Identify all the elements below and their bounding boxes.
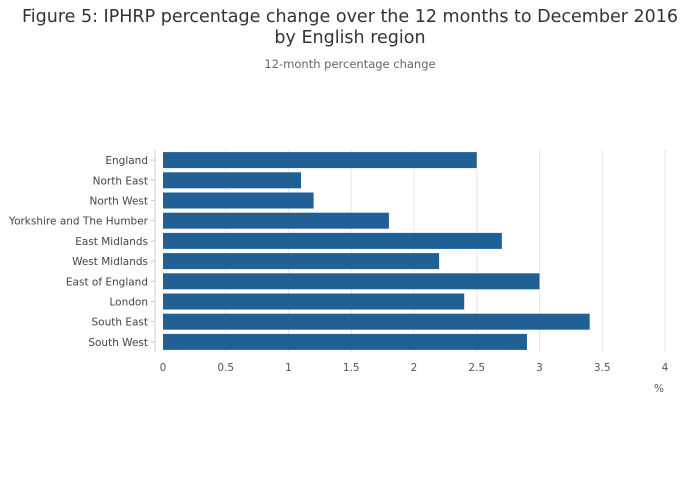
bar [163, 293, 465, 310]
x-tick-label: 2.5 [468, 362, 485, 374]
bar [163, 333, 527, 350]
x-axis-unit-label: % [654, 383, 664, 395]
bar [163, 273, 540, 290]
category-label: North West [89, 196, 148, 208]
category-label: England [105, 155, 148, 167]
category-label: North East [93, 175, 148, 187]
category-label: South West [88, 337, 148, 349]
x-tick-label: 3.5 [594, 362, 611, 374]
bar [163, 232, 502, 249]
x-tick-label: 0.5 [217, 362, 234, 374]
bar [163, 253, 440, 270]
category-label: London [110, 297, 149, 309]
x-tick-label: 3 [536, 362, 543, 374]
x-tick-label: 0 [160, 362, 167, 374]
category-label: East of England [66, 276, 148, 288]
x-tick-label: 1.5 [343, 362, 360, 374]
chart-subtitle: 12-month percentage change [264, 57, 436, 71]
category-label: South East [91, 317, 148, 329]
x-tick-label: 4 [662, 362, 669, 374]
category-label: Yorkshire and The Humber [8, 216, 149, 228]
category-label: East Midlands [75, 236, 148, 248]
chart-title: Figure 5: IPHRP percentage change over t… [0, 7, 700, 49]
bar [163, 172, 302, 189]
bar [163, 313, 590, 330]
x-tick-label: 2 [411, 362, 418, 374]
x-tick-label: 1 [285, 362, 292, 374]
bar [163, 152, 477, 169]
chart-title-line-2: by English region [274, 28, 426, 48]
category-label: West Midlands [72, 256, 148, 268]
chart-title-line-1: Figure 5: IPHRP percentage change over t… [21, 7, 679, 27]
bar [163, 212, 389, 229]
bar [163, 192, 314, 209]
